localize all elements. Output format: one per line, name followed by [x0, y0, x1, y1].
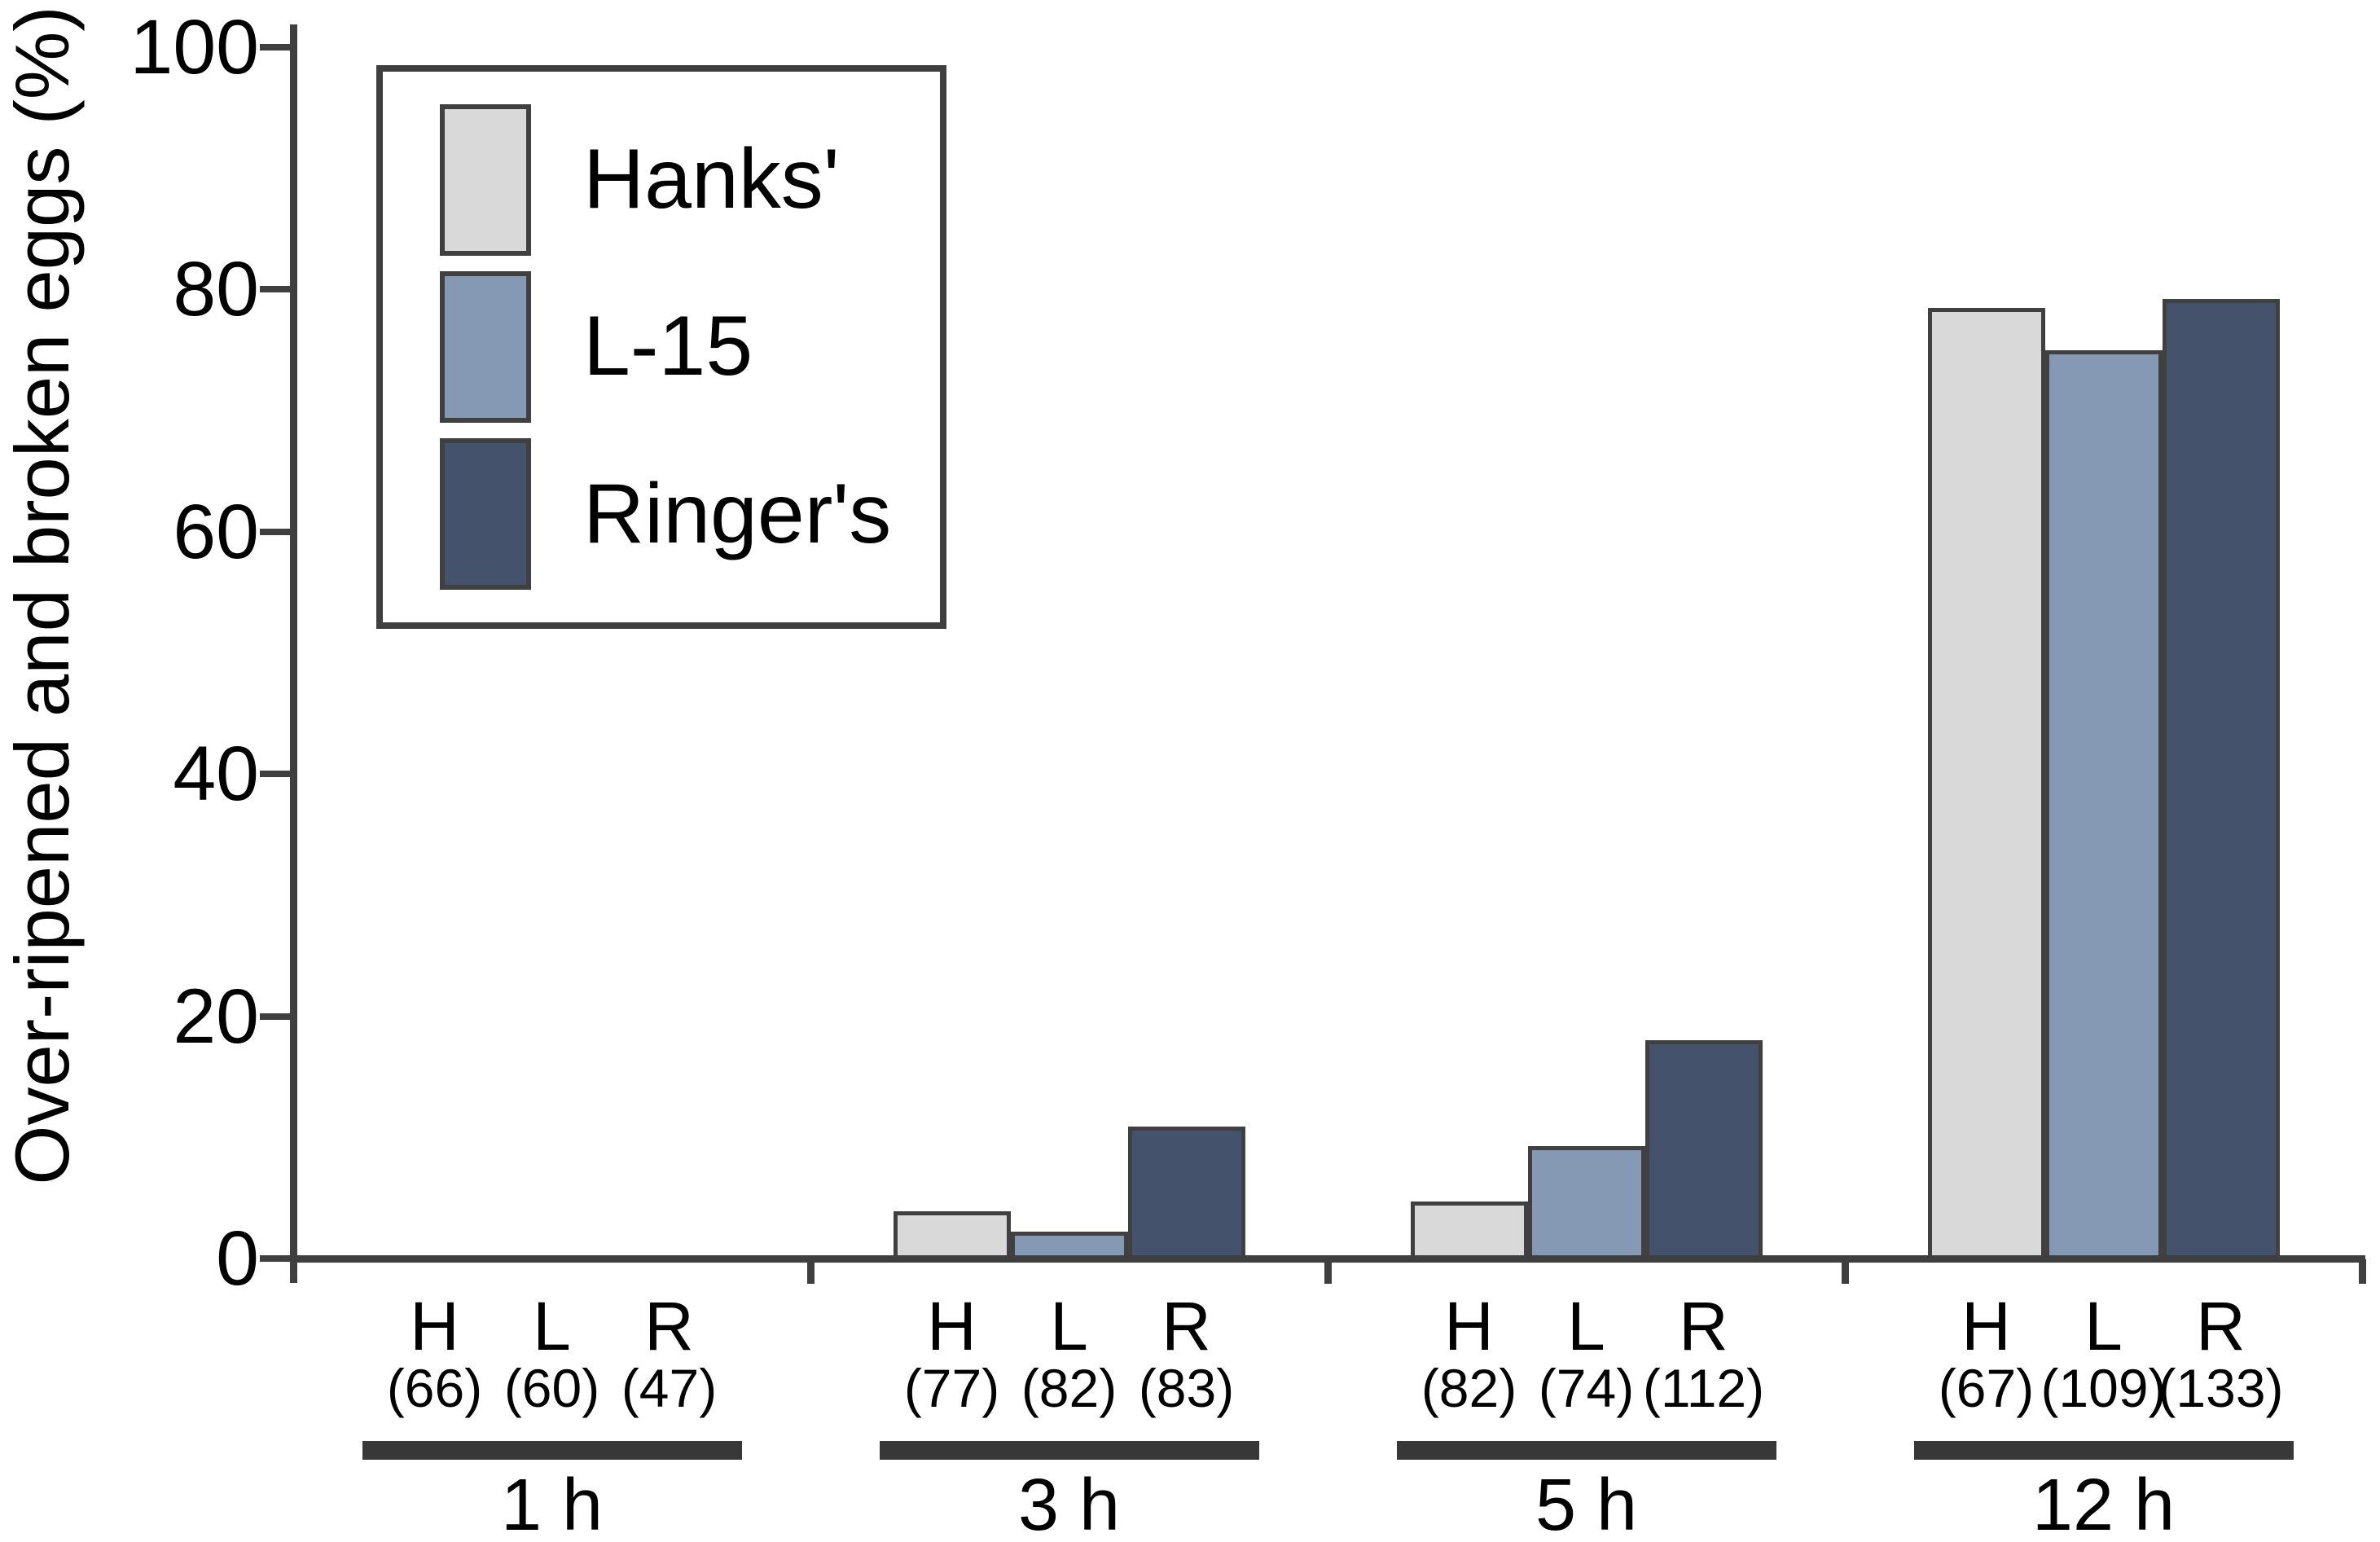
bar-3h-H [893, 1211, 1011, 1263]
swatch-dark-navy-icon [440, 438, 531, 591]
bar-count-label: (109) [2040, 1358, 2167, 1418]
bar-count-label: (82) [1021, 1358, 1118, 1418]
bar-letter-label: L [533, 1288, 571, 1364]
legend-item: Ringer's [440, 438, 940, 591]
group-time-label-1h: 1 h [500, 1465, 604, 1542]
y-axis-tick-40 [260, 771, 290, 778]
y-axis-tick-60 [260, 528, 290, 535]
bar-5h-L [1527, 1145, 1645, 1263]
group-underline-5h [1396, 1441, 1776, 1460]
bar-letter-label: L [2084, 1288, 2123, 1364]
x-axis-separator-tick-4 [2359, 1259, 2366, 1284]
bar-letter-label: H [927, 1288, 977, 1364]
bar-count-label: (112) [1642, 1358, 1765, 1418]
group-time-label-5h: 5 h [1535, 1465, 1638, 1542]
bar-5h-H [1410, 1202, 1528, 1263]
bar-count-label: (67) [1938, 1358, 2035, 1418]
y-axis-tick-0 [260, 1255, 290, 1262]
y-axis-tick-label-40: 40 [173, 731, 259, 818]
swatch-light-gray-icon [440, 103, 531, 256]
y-axis-tick-label-0: 0 [216, 1215, 259, 1302]
x-axis-separator-tick-2 [1324, 1259, 1332, 1284]
bar-count-label: (74) [1538, 1358, 1635, 1418]
legend-label: L-15 [583, 299, 753, 394]
group-underline-12h [1913, 1441, 2294, 1460]
bar-letter-label: R [1161, 1288, 1211, 1364]
bar-count-label: (66) [386, 1358, 483, 1418]
group-time-label-12h: 12 h [2031, 1465, 2176, 1542]
y-axis-tick-20 [260, 1013, 290, 1020]
bar-count-label: (77) [903, 1358, 1000, 1418]
y-axis-tick-100 [260, 44, 290, 51]
bar-letter-label: L [1050, 1288, 1088, 1364]
bar-letter-label: R [1679, 1288, 1728, 1364]
bar-letter-label: R [2196, 1288, 2246, 1364]
y-axis-line [290, 24, 297, 1283]
group-underline-1h [362, 1441, 742, 1460]
y-axis-tick-80 [260, 286, 290, 293]
legend-label: Ringer's [583, 466, 892, 561]
x-axis-separator-tick-3 [1842, 1259, 1849, 1284]
bar-count-label: (60) [503, 1358, 600, 1418]
bar-letter-label: H [410, 1288, 459, 1364]
bar-count-label: (47) [621, 1358, 718, 1418]
bar-letter-label: L [1567, 1288, 1605, 1364]
swatch-blue-gray-icon [440, 270, 531, 423]
bar-letter-label: H [1961, 1288, 2011, 1364]
y-axis-tick-label-60: 60 [173, 488, 259, 575]
bar-12h-L [2044, 349, 2163, 1263]
bar-count-label: (83) [1138, 1358, 1235, 1418]
y-axis-tick-label-80: 80 [173, 246, 259, 333]
legend-label: Hanks' [583, 132, 840, 227]
legend-item: L-15 [440, 270, 940, 423]
group-underline-3h [879, 1441, 1259, 1460]
bar-12h-R [2162, 299, 2280, 1263]
bar-count-label: (133) [2158, 1358, 2284, 1418]
bar-3h-R [1127, 1126, 1245, 1263]
bar-letter-label: R [644, 1288, 694, 1364]
bar-5h-R [1644, 1040, 1763, 1263]
y-axis-tick-label-20: 20 [173, 973, 259, 1060]
bar-count-label: (82) [1421, 1358, 1517, 1418]
group-time-label-3h: 3 h [1017, 1465, 1121, 1542]
x-axis-separator-tick-1 [807, 1259, 815, 1284]
y-axis-tick-label-100: 100 [130, 4, 259, 90]
bar-12h-H [1927, 307, 2045, 1263]
bar-letter-label: H [1444, 1288, 1494, 1364]
x-axis-line [290, 1255, 2365, 1263]
legend-item: Hanks' [440, 103, 940, 256]
legend-box: Hanks' L-15 Ringer's [376, 65, 946, 629]
